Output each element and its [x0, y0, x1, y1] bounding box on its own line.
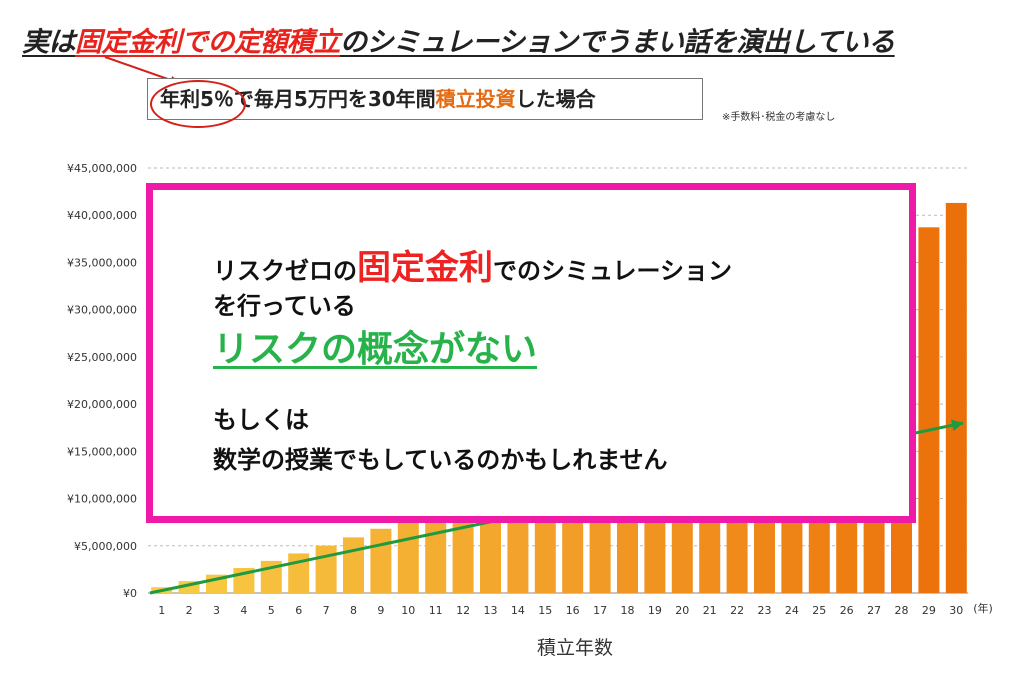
x-tick-label: 22	[730, 604, 744, 617]
bar	[178, 581, 200, 593]
commentary-line-1b: でのシミュレーション	[493, 257, 733, 285]
bar	[452, 500, 474, 593]
x-tick-label: 14	[511, 604, 525, 617]
bar	[397, 519, 419, 593]
y-tick-label: ¥0	[123, 587, 137, 600]
x-tick-label: 30	[949, 604, 963, 617]
bar	[370, 528, 392, 593]
headline: 実は固定金利での定額積立のシミュレーションでうまい話を演出している	[22, 20, 1002, 60]
x-tick-label: 8	[350, 604, 357, 617]
subtitle-accent: 積立投資	[435, 87, 516, 111]
y-tick-label: ¥30,000,000	[67, 304, 137, 317]
commentary-line-2: を行っている	[213, 292, 356, 320]
y-tick-label: ¥45,000,000	[67, 162, 137, 175]
chart-y-ticks: ¥0 ¥5,000,000 ¥10,000,000 ¥15,000,000 ¥20,00…	[67, 162, 137, 600]
y-tick-label: ¥10,000,000	[67, 493, 137, 506]
x-tick-label: 19	[648, 604, 662, 617]
headline-part2: のシミュレーションでうまい話を演出している	[340, 27, 895, 58]
x-tick-label: 21	[703, 604, 717, 617]
x-tick-label: 5	[268, 604, 275, 617]
y-tick-label: ¥15,000,000	[67, 445, 137, 458]
x-tick-label: 17	[593, 604, 607, 617]
headline-highlight: 固定金利での定額積立	[75, 27, 341, 58]
y-tick-label: ¥20,000,000	[67, 398, 137, 411]
x-tick-label: 1	[158, 604, 165, 617]
commentary-line-1: リスクゼロの固定金利でのシミュレーション	[213, 240, 732, 289]
x-tick-label: 9	[377, 604, 384, 617]
commentary-line-1a: リスクゼロの	[213, 257, 357, 285]
y-tick-label: ¥5,000,000	[74, 540, 137, 553]
y-tick-label: ¥35,000,000	[67, 256, 137, 269]
bar	[918, 227, 940, 594]
x-tick-label: 29	[922, 604, 936, 617]
x-tick-label: 7	[323, 604, 330, 617]
x-tick-label: 12	[456, 604, 470, 617]
x-axis-label: 積立年数	[537, 637, 613, 659]
commentary-fixed-rate: 固定金利	[357, 248, 493, 288]
y-tick-label: ¥25,000,000	[67, 351, 137, 364]
rate-highlight-ellipse	[150, 80, 246, 128]
y-tick-label: ¥40,000,000	[67, 209, 137, 222]
commentary-box: リスクゼロの固定金利でのシミュレーション を行っている リスクの概念がない もし…	[146, 183, 916, 523]
x-tick-label: 23	[758, 604, 772, 617]
principal-line-arrowhead	[951, 419, 963, 432]
bar	[343, 537, 364, 593]
bar	[945, 202, 967, 593]
headline-part1: 実は	[22, 27, 76, 58]
x-tick-label: 3	[213, 604, 220, 617]
x-tick-label: 4	[240, 604, 247, 617]
chart-x-ticks: 1 2 3 4 5 6 7 8 9 10 11 12 13 14 15 16 17 18 19 20 21 22 23 24 2…	[158, 604, 963, 617]
x-tick-label: 18	[621, 604, 635, 617]
x-tick-label: 15	[538, 604, 552, 617]
bar	[315, 545, 337, 593]
x-tick-label: 11	[429, 604, 443, 617]
x-tick-label: 16	[566, 604, 580, 617]
x-tick-label: 6	[295, 604, 302, 617]
subtitle-part2: した場合	[515, 87, 596, 111]
x-tick-label: 28	[895, 604, 909, 617]
x-tick-label: 13	[484, 604, 498, 617]
x-tick-label: 26	[840, 604, 854, 617]
x-unit-label: (年)	[973, 601, 993, 615]
x-tick-label: 25	[812, 604, 826, 617]
fee-tax-note: ※手数料･税金の考慮なし	[722, 112, 836, 123]
commentary-line-4: もしくは	[213, 406, 309, 434]
commentary-line-5: 数学の授業でもしているのかもしれません	[213, 446, 668, 474]
x-tick-label: 20	[675, 604, 689, 617]
x-tick-label: 2	[186, 604, 193, 617]
x-tick-label: 10	[401, 604, 415, 617]
x-tick-label: 24	[785, 604, 799, 617]
commentary-no-risk-concept: リスクの概念がない	[213, 329, 538, 370]
x-tick-label: 27	[867, 604, 881, 617]
